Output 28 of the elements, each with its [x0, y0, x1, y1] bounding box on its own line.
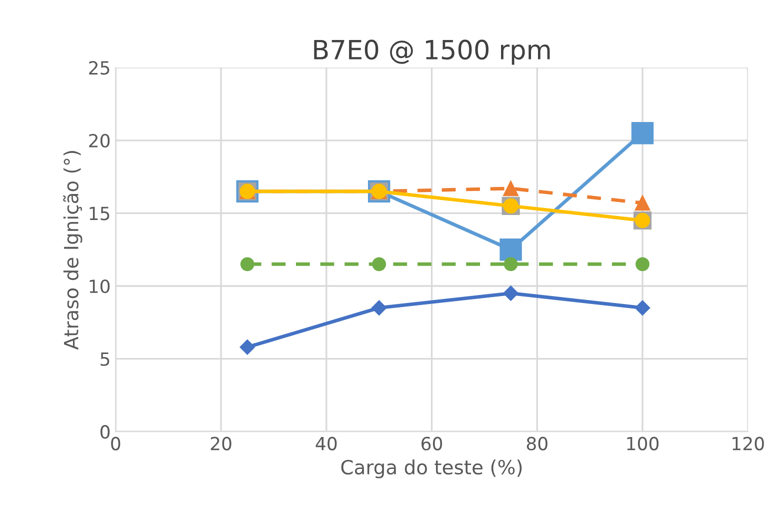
x-tick-label: 20 [210, 436, 232, 450]
point [240, 340, 255, 355]
point [634, 195, 650, 211]
y-axis-title: Atraso de Ignição (°) [63, 150, 82, 350]
x-tick-label: 60 [422, 436, 442, 450]
point [372, 257, 386, 272]
x-axis-title: Carga do teste (%) [341, 459, 522, 478]
point [634, 300, 650, 316]
point [504, 257, 518, 272]
x-tick-label: 40 [316, 436, 337, 450]
y-tick-label: 10 [90, 279, 110, 294]
x-tick-label: 120 [732, 436, 764, 450]
point [636, 257, 650, 272]
y-tick-label: 25 [89, 61, 110, 75]
point [500, 238, 522, 261]
x-tick-label: 0 [111, 436, 120, 450]
point [240, 257, 254, 272]
y-tick-label: 5 [100, 352, 110, 366]
y-tick-label: 15 [90, 206, 110, 220]
point [503, 286, 518, 301]
x-tick-label: 100 [627, 436, 659, 450]
y-tick-label: 0 [100, 425, 110, 439]
point [503, 180, 518, 196]
y-tick-label: 20 [89, 134, 110, 148]
chart-title: B7E0 @ 1500 rpm [314, 40, 550, 65]
point [372, 300, 387, 316]
x-tick-label: 80 [526, 436, 548, 450]
point [631, 122, 654, 144]
